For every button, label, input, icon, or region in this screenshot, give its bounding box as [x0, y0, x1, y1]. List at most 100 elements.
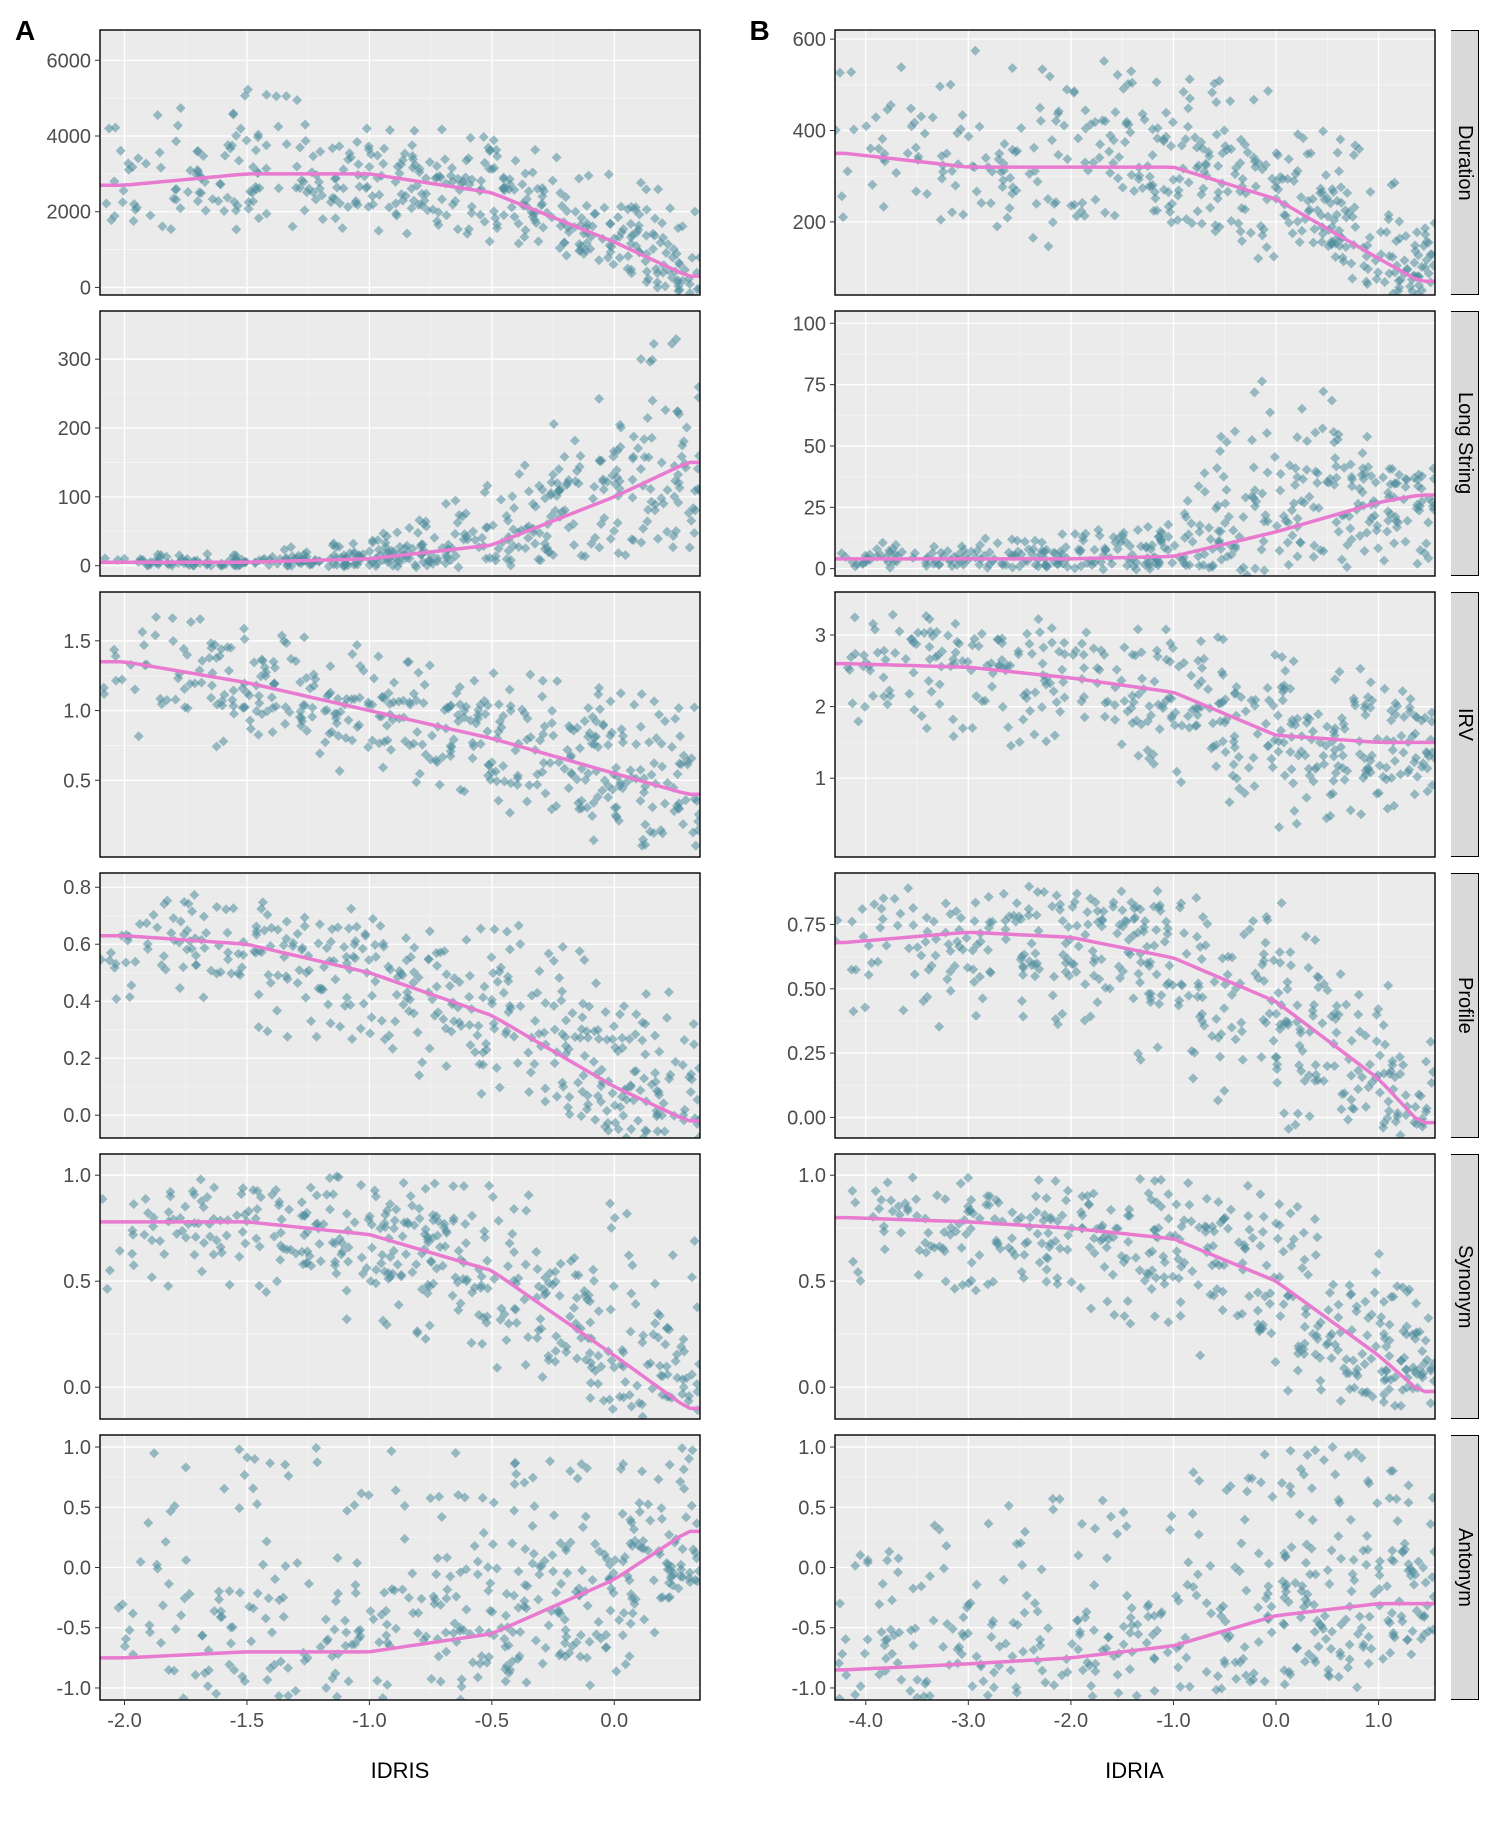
x-axis-title-A: IDRIS [100, 1758, 700, 1784]
panel-row-duration: A0200040006000 [20, 20, 745, 301]
y-tick-label: 4000 [47, 126, 92, 148]
y-tick-label: 1.0 [63, 701, 91, 723]
x-tick-label: -3.0 [951, 1710, 985, 1732]
chart-svg: 0 25 50 75 100 [755, 301, 1437, 582]
y-tick-label: 100 [58, 487, 91, 509]
y-tick-label: 200 [58, 418, 91, 440]
x-tick-label: 0.0 [1262, 1710, 1290, 1732]
panel-B-synonym: 0.0 0.5 1.0 [755, 1144, 1452, 1425]
panel-B-irv: 1 2 3 [755, 582, 1452, 863]
y-tick-label: 0 [80, 277, 91, 299]
y-tick-label: 0.5 [798, 1497, 826, 1519]
y-tick-label: 2 [814, 697, 825, 719]
facet-strip-duration: Duration [1451, 30, 1479, 295]
y-tick-label: 0.0 [798, 1558, 826, 1580]
x-axis-title-B: IDRIA [835, 1758, 1435, 1784]
x-tick-label: -1.5 [230, 1710, 264, 1732]
panel-B-long-string: 0 25 50 75 100 [755, 301, 1452, 582]
y-tick-label: 0.8 [63, 877, 91, 899]
y-tick-label: 0.50 [787, 979, 826, 1001]
chart-svg: 0.0 0.2 0.4 0.6 0.8 [20, 863, 702, 1144]
y-tick-label: 50 [803, 436, 825, 458]
facet-strip-antonym: Antonym [1451, 1435, 1479, 1700]
facet-strip-profile: Profile [1451, 873, 1479, 1138]
y-tick-label: 0.5 [798, 1271, 826, 1293]
y-tick-label: -1.0 [791, 1678, 825, 1700]
y-tick-label: 0.5 [63, 1497, 91, 1519]
panel-B-profile: 0.000.250.500.75 [755, 863, 1452, 1144]
x-tick-label: 0.0 [600, 1710, 628, 1732]
x-tick-label: -1.0 [352, 1710, 386, 1732]
x-tick-label: -4.0 [848, 1710, 882, 1732]
panel-row-synonym: 0.0 0.5 1.0 [20, 1144, 745, 1425]
y-tick-label: 0 [814, 559, 825, 581]
y-tick-label: 1.0 [798, 1165, 826, 1187]
y-tick-label: 3 [814, 625, 825, 647]
y-tick-label: 100 [792, 313, 825, 335]
chart-svg: 0.0 0.5 1.0 [20, 1144, 702, 1425]
y-tick-label: 1 [814, 768, 825, 790]
chart-svg: -1.0-0.50.00.51.0-2.0-1.5-1.0-0.50.0 [20, 1425, 702, 1750]
panel-row-long-string: 0 25 50 75 100 Long String [755, 301, 1480, 582]
column-label-B: B [750, 15, 770, 47]
facet-strip-long-string: Long String [1451, 311, 1479, 576]
chart-svg: 200400600 [755, 20, 1437, 301]
y-tick-label: 0.4 [63, 991, 91, 1013]
y-tick-label: 1.5 [63, 631, 91, 653]
chart-svg: 0.5 1.0 1.5 [20, 582, 702, 863]
facet-strip-synonym: Synonym [1451, 1154, 1479, 1419]
y-tick-label: 0.0 [798, 1377, 826, 1399]
y-tick-label: 0.5 [63, 770, 91, 792]
y-tick-label: 0.25 [787, 1043, 826, 1065]
panel-B-antonym: -1.0-0.50.00.51.0-4.0-3.0-2.0-1.00.01.0 [755, 1425, 1452, 1750]
panel-row-profile: 0.0 0.2 0.4 0.6 0.8 [20, 863, 745, 1144]
panel-row-duration: B200400600Duration [755, 20, 1480, 301]
y-tick-label: 25 [803, 497, 825, 519]
x-tick-label: -1.0 [1156, 1710, 1190, 1732]
y-tick-label: 0.75 [787, 914, 826, 936]
chart-svg: 1 2 3 [755, 582, 1437, 863]
figure-root: A020004000600001002003000.51.01.50.00.20… [20, 20, 1479, 1784]
x-tick-label: 1.0 [1364, 1710, 1392, 1732]
panel-A-antonym: -1.0-0.50.00.51.0-2.0-1.5-1.0-0.50.0 [20, 1425, 745, 1750]
y-tick-label: 0.0 [63, 1377, 91, 1399]
column-A: A020004000600001002003000.51.01.50.00.20… [20, 20, 745, 1784]
panel-row-antonym: -1.0-0.50.00.51.0-2.0-1.5-1.0-0.50.0 [20, 1425, 745, 1750]
y-tick-label: 200 [792, 212, 825, 234]
panel-A-irv: 0.5 1.0 1.5 [20, 582, 745, 863]
y-tick-label: 0 [80, 556, 91, 578]
panel-row-irv: 1 2 3 IRV [755, 582, 1480, 863]
chart-svg: 0.000.250.500.75 [755, 863, 1437, 1144]
y-tick-label: -0.5 [57, 1618, 91, 1640]
panel-row-synonym: 0.0 0.5 1.0 Synonym [755, 1144, 1480, 1425]
panel-row-antonym: -1.0-0.50.00.51.0-4.0-3.0-2.0-1.00.01.0A… [755, 1425, 1480, 1750]
panel-A-profile: 0.0 0.2 0.4 0.6 0.8 [20, 863, 745, 1144]
y-tick-label: 0.6 [63, 934, 91, 956]
x-tick-label: -0.5 [475, 1710, 509, 1732]
panel-row-long-string: 0 100 200 300 [20, 301, 745, 582]
panel-A-duration: A0200040006000 [20, 20, 745, 301]
facet-strip-irv: IRV [1451, 592, 1479, 857]
chart-svg: 0.0 0.5 1.0 [755, 1144, 1437, 1425]
y-tick-label: 300 [58, 349, 91, 371]
y-tick-label: 600 [792, 29, 825, 51]
y-tick-label: 1.0 [63, 1437, 91, 1459]
y-tick-label: 0.2 [63, 1048, 91, 1070]
y-tick-label: 2000 [47, 202, 92, 224]
panel-row-irv: 0.5 1.0 1.5 [20, 582, 745, 863]
y-tick-label: 75 [803, 375, 825, 397]
y-tick-label: 1.0 [63, 1165, 91, 1187]
y-tick-label: -0.5 [791, 1618, 825, 1640]
column-label-A: A [15, 15, 35, 47]
panel-B-duration: B200400600 [755, 20, 1452, 301]
panel-A-long-string: 0 100 200 300 [20, 301, 745, 582]
y-tick-label: 0.0 [63, 1558, 91, 1580]
y-tick-label: 1.0 [798, 1437, 826, 1459]
y-tick-label: 0.0 [63, 1105, 91, 1127]
chart-svg: -1.0-0.50.00.51.0-4.0-3.0-2.0-1.00.01.0 [755, 1425, 1437, 1750]
y-tick-label: 0.5 [63, 1271, 91, 1293]
column-B: B200400600Duration 0 25 50 75 100 Long String 1… [755, 20, 1480, 1784]
y-tick-label: 6000 [47, 50, 92, 72]
y-tick-label: -1.0 [57, 1678, 91, 1700]
chart-svg: 0 100 200 300 [20, 301, 702, 582]
